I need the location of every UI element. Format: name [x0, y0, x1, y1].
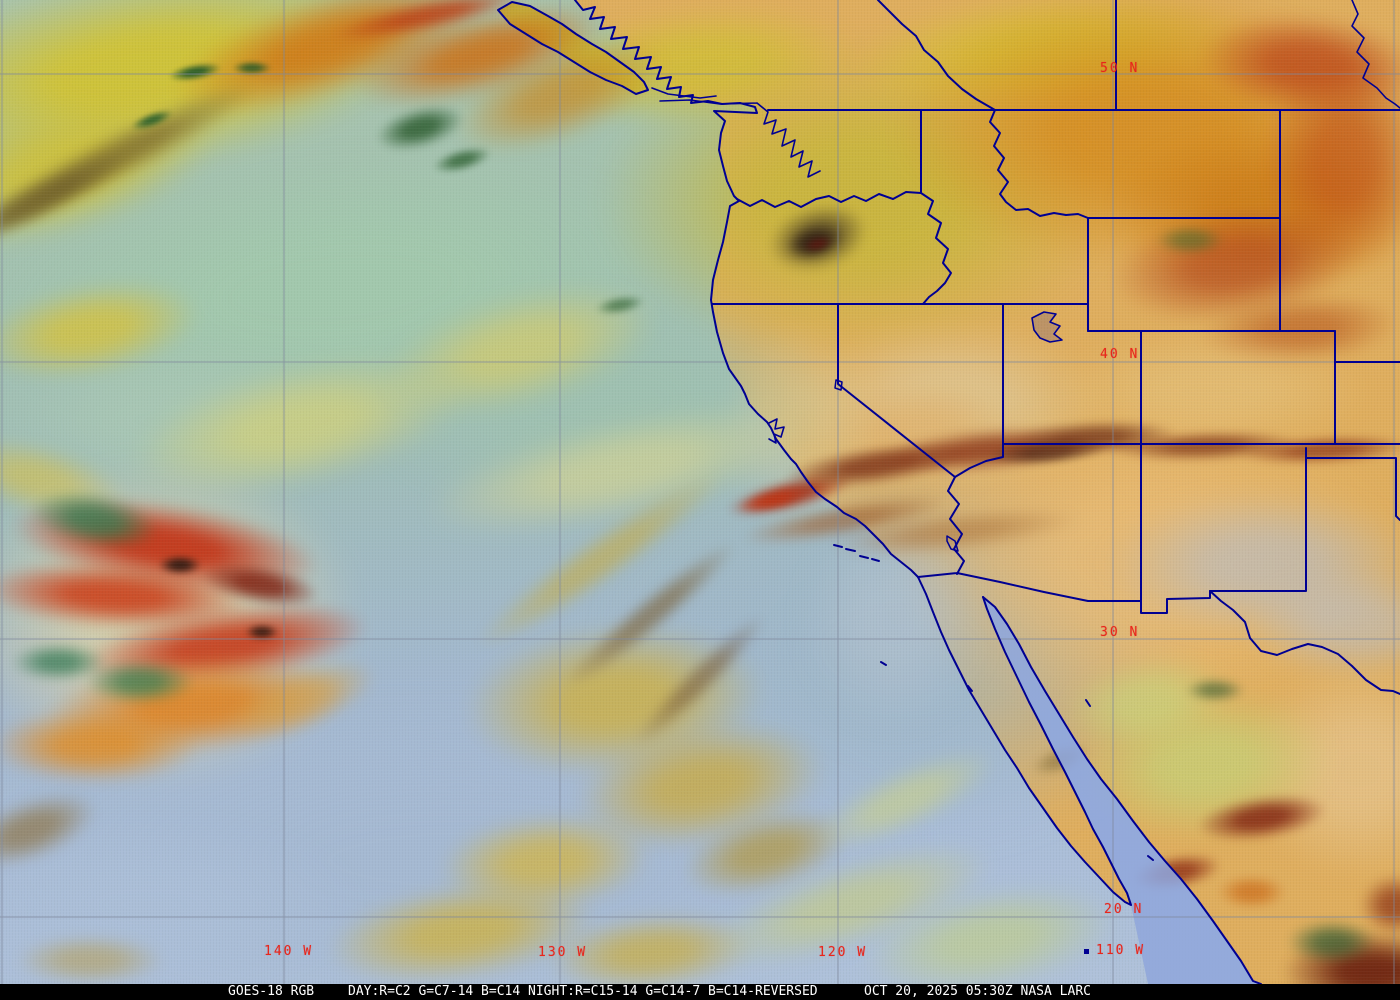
lake-tahoe: [834, 379, 843, 391]
color-field: [1155, 225, 1225, 255]
california-nevada-border: [837, 303, 956, 478]
latitude-label: 30 N: [1100, 625, 1140, 640]
salton-sea: [946, 535, 959, 552]
longitude-label: 120 W: [818, 945, 868, 960]
gulf-of-california-water: [983, 597, 1259, 984]
mexico-mainland-coastline: [982, 596, 1262, 984]
idaho-montana-border: [989, 109, 1089, 219]
latitude-label: 40 N: [1100, 347, 1140, 362]
wyoming-borders: [1087, 109, 1336, 332]
nevada-arizona-border: [954, 443, 1004, 478]
puget-sound-inlets: [651, 87, 821, 178]
new-mexico-texas-border: [1209, 447, 1307, 592]
timestamp-label: OCT 20, 2025 05:30Z NASA LARC: [864, 984, 1091, 999]
socorro-island: [1084, 949, 1089, 954]
color-field: [1360, 875, 1400, 935]
color-field: [158, 555, 202, 575]
color-field: [0, 707, 200, 783]
bc-alberta-border: [877, 0, 996, 111]
us-mexico-border-west: [917, 572, 1211, 614]
missouri-river: [1351, 0, 1400, 109]
baja-gulf-islands: [880, 661, 1154, 861]
latitude-label: 50 N: [1100, 61, 1140, 76]
rio-grande-border: [1209, 590, 1400, 695]
vancouver-island-coastline: [497, 1, 649, 95]
oregon-idaho-border: [920, 192, 952, 305]
rgb-recipe-label: DAY:R=C2 G=C7-14 B=C14 NIGHT:R=C15-14 G=…: [348, 984, 818, 999]
longitude-label: 110 W: [1096, 943, 1146, 958]
color-field: [1217, 875, 1287, 909]
latitude-label: 20 N: [1104, 902, 1144, 917]
color-field: [1265, 50, 1400, 270]
great-salt-lake: [1031, 311, 1063, 343]
color-field: [232, 61, 272, 75]
satellite-product-label: GOES-18 RGB: [228, 984, 315, 999]
color-field: [1185, 678, 1245, 702]
longitude-label: 130 W: [538, 945, 588, 960]
washington-oregon-border: [736, 191, 922, 208]
channel-islands: [833, 544, 880, 562]
annotation-bar: GOES-18 RGB DAY:R=C2 G=C7-14 B=C14 NIGHT…: [0, 984, 1400, 1000]
color-field: [15, 935, 165, 984]
color-field: [10, 643, 106, 681]
texas-panhandle-borders: [1305, 457, 1400, 521]
color-field: [245, 624, 279, 640]
san-francisco-bay: [768, 418, 785, 444]
longitude-label: 140 W: [264, 944, 314, 959]
pacific-coastline: [574, 0, 919, 578]
colorado-east-border: [1334, 330, 1400, 445]
california-arizona-border: [947, 476, 965, 575]
utah-wyoming-colorado-borders: [1087, 303, 1142, 445]
